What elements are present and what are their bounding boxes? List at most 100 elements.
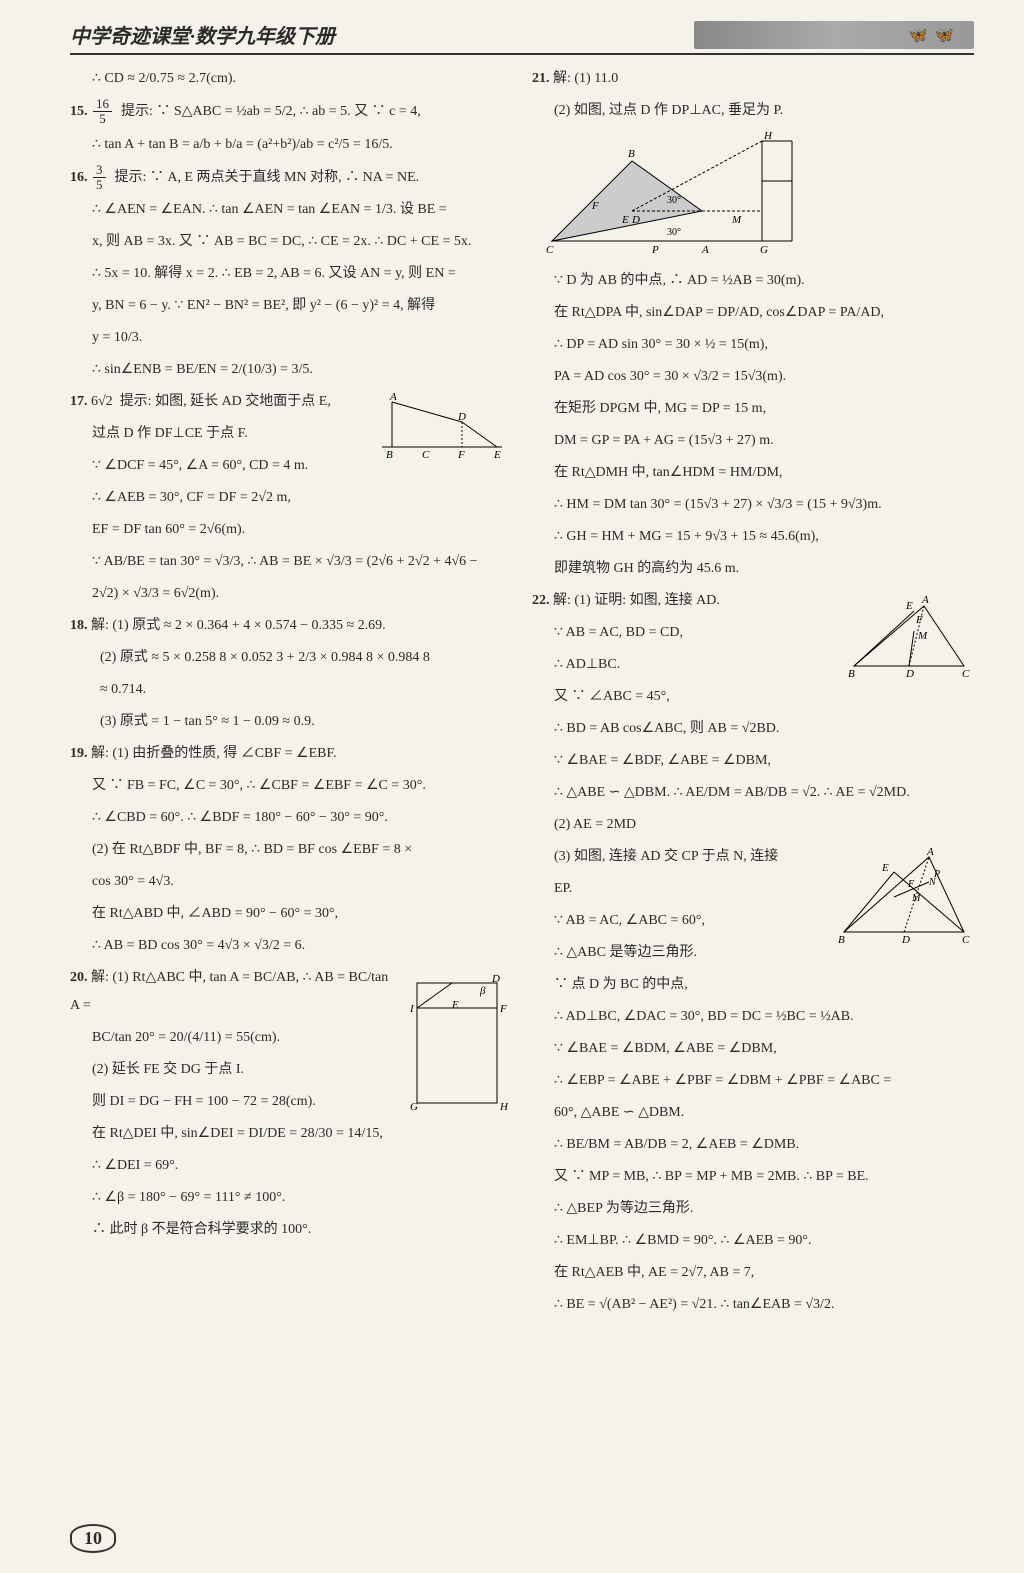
q19-l6: 在 Rt△ABD 中, ∠ABD = 90° − 60° = 30°, xyxy=(70,900,512,928)
q21-diagram: B C F E D P A G M H 30° 30° xyxy=(532,131,812,261)
q21-l9: 在 Rt△DMH 中, tan∠HDM = HM/DM, xyxy=(532,459,974,487)
svg-text:F: F xyxy=(907,879,915,890)
q20-l7: ∴ ∠β = 180° − 69° = 111° ≠ 100°. xyxy=(70,1184,512,1212)
q17-ans: 6√2 xyxy=(91,394,113,409)
svg-text:P: P xyxy=(933,869,940,880)
q22-l22: 在 Rt△AEB 中, AE = 2√7, AB = 7, xyxy=(532,1259,974,1287)
q18-l2: (2) 原式 ≈ 5 × 0.258 8 × 0.052 3 + 2/3 × 0… xyxy=(70,644,512,672)
svg-text:C: C xyxy=(422,449,430,461)
q20-l6: ∴ ∠DEI = 69°. xyxy=(70,1152,512,1180)
q16-l5: y, BN = 6 − y. ∵ EN² − BN² = BE², 即 y² −… xyxy=(70,292,512,320)
q21: 21. 解: (1) 11.0 xyxy=(532,65,974,93)
svg-text:P: P xyxy=(651,244,659,256)
svg-text:β: β xyxy=(479,985,486,997)
q20-number: 20. xyxy=(70,970,88,985)
q16-l3: x, 则 AB = 3x. 又 ∵ AB = BC = DC, ∴ CE = 2… xyxy=(70,228,512,256)
svg-text:A: A xyxy=(926,847,934,858)
q20-l1: 解: (1) Rt△ABC 中, tan A = BC/AB, ∴ AB = B… xyxy=(70,970,388,1013)
q22-l18: ∴ BE/BM = AB/DB = 2, ∠AEB = ∠DMB. xyxy=(532,1131,974,1159)
q20-diagram: D I E F G H β xyxy=(402,968,512,1118)
q22-l13: ∵ 点 D 为 BC 的中点, xyxy=(532,971,974,999)
q22-l21: ∴ EM⊥BP. ∴ ∠BMD = 90°. ∴ ∠AEB = 90°. xyxy=(532,1227,974,1255)
header-decoration: 🦋 🦋 xyxy=(694,21,974,49)
q20-l8: ∴ 此时 β 不是符合科学要求的 100°. xyxy=(70,1216,512,1244)
q21-l10: ∴ HM = DM tan 30° = (15√3 + 27) × √3/3 =… xyxy=(532,491,974,519)
svg-text:C: C xyxy=(546,244,554,256)
q15-answer: 165 xyxy=(93,97,112,127)
q18: 18. 解: (1) 原式 ≈ 2 × 0.364 + 4 × 0.574 − … xyxy=(70,612,512,640)
right-column: 21. 解: (1) 11.0 (2) 如图, 过点 D 作 DP⊥AC, 垂足… xyxy=(532,65,974,1323)
q22-l5: ∴ BD = AB cos∠ABC, 则 AB = √2BD. xyxy=(532,715,974,743)
q17-diagram: A B C D F E xyxy=(372,392,512,462)
page-number: 10 xyxy=(70,1524,116,1553)
q22-l15: ∵ ∠BAE = ∠BDM, ∠ABE = ∠DBM, xyxy=(532,1035,974,1063)
q22-l1: 解: (1) 证明: 如图, 连接 AD. xyxy=(553,593,720,608)
q22-l17: 60°, △ABE ∽ △DBM. xyxy=(532,1099,974,1127)
svg-text:C: C xyxy=(962,668,970,680)
q17-l7: 2√2) × √3/3 = 6√2(m). xyxy=(70,580,512,608)
q22-l20: ∴ △BEP 为等边三角形. xyxy=(532,1195,974,1223)
svg-text:H: H xyxy=(763,131,773,142)
q22-l6: ∵ ∠BAE = ∠BDF, ∠ABE = ∠DBM, xyxy=(532,747,974,775)
svg-text:G: G xyxy=(760,244,768,256)
q19-l1: 解: (1) 由折叠的性质, 得 ∠CBF = ∠EBF. xyxy=(91,746,337,761)
q19-l2: 又 ∵ FB = FC, ∠C = 30°, ∴ ∠CBF = ∠EBF = ∠… xyxy=(70,772,512,800)
q17-l4: ∴ ∠AEB = 30°, CF = DF = 2√2 m, xyxy=(70,484,512,512)
q21-l11: ∴ GH = HM + MG = 15 + 9√3 + 15 ≈ 45.6(m)… xyxy=(532,523,974,551)
q21-l1: 解: (1) 11.0 xyxy=(553,71,618,86)
q22-l9: A B C D E F M N P (3) 如图, 连接 AD 交 CP 于点 … xyxy=(532,843,974,871)
svg-text:F: F xyxy=(915,614,923,626)
q18-l4: (3) 原式 = 1 − tan 5° ≈ 1 − 0.09 ≈ 0.9. xyxy=(70,708,512,736)
q20-l5: 在 Rt△DEI 中, sin∠DEI = DI/DE = 28/30 = 14… xyxy=(70,1120,512,1148)
q17-l5: EF = DF tan 60° = 2√6(m). xyxy=(70,516,512,544)
q19: 19. 解: (1) 由折叠的性质, 得 ∠CBF = ∠EBF. xyxy=(70,740,512,768)
q16-l2: ∴ ∠AEN = ∠EAN. ∴ tan ∠AEN = tan ∠EAN = 1… xyxy=(70,196,512,224)
q21-diagram-wrap: B C F E D P A G M H 30° 30° xyxy=(532,131,974,261)
q22b-diagram: A B C D E F M N P xyxy=(834,847,974,947)
svg-text:30°: 30° xyxy=(667,227,681,238)
q15-number: 15. xyxy=(70,104,88,119)
q21-number: 21. xyxy=(532,71,550,86)
svg-text:D: D xyxy=(901,934,910,946)
q22-l8: (2) AE = 2MD xyxy=(532,811,974,839)
q22-l9-text: (3) 如图, 连接 AD 交 CP 于点 N, 连接 xyxy=(554,849,778,864)
svg-text:30°: 30° xyxy=(667,195,681,206)
q21-l12: 即建筑物 GH 的高约为 45.6 m. xyxy=(532,555,974,583)
svg-text:D: D xyxy=(457,411,466,423)
q15-l2: ∴ tan A + tan B = a/b + b/a = (a²+b²)/ab… xyxy=(70,131,512,159)
q22-l4: 又 ∵ ∠ABC = 45°, xyxy=(532,683,974,711)
content-columns: ∴ CD ≈ 2/0.75 ≈ 2.7(cm). 15. 165 提示: ∵ S… xyxy=(70,65,974,1323)
q22-l23: ∴ BE = √(AB² − AE²) = √21. ∴ tan∠EAB = √… xyxy=(532,1291,974,1319)
q17: A B C D F E 17. 6√2 提示: 如图, 延长 AD 交地面于点 … xyxy=(70,388,512,416)
q16-hint: 提示: ∵ A, E 两点关于直线 MN 对称, ∴ NA = NE. xyxy=(115,170,420,185)
q16-l4: ∴ 5x = 10. 解得 x = 2. ∴ EB = 2, AB = 6. 又… xyxy=(70,260,512,288)
left-column: ∴ CD ≈ 2/0.75 ≈ 2.7(cm). 15. 165 提示: ∵ S… xyxy=(70,65,512,1323)
q22-number: 22. xyxy=(532,593,550,608)
q19-l7: ∴ AB = BD cos 30° = 4√3 × √3/2 = 6. xyxy=(70,932,512,960)
q14-line: ∴ CD ≈ 2/0.75 ≈ 2.7(cm). xyxy=(70,65,512,93)
q21-l4: 在 Rt△DPA 中, sin∠DAP = DP/AD, cos∠DAP = P… xyxy=(532,299,974,327)
svg-text:B: B xyxy=(848,668,855,680)
q15: 15. 165 提示: ∵ S△ABC = ½ab = 5/2, ∴ ab = … xyxy=(70,97,512,127)
q19-l3: ∴ ∠CBD = 60°. ∴ ∠BDF = 180° − 60° − 30° … xyxy=(70,804,512,832)
svg-text:D: D xyxy=(631,214,640,226)
svg-text:E: E xyxy=(905,600,913,612)
q22: A B C D E F M 22. 解: (1) 证明: 如图, 连接 AD. xyxy=(532,587,974,615)
q18-l1: 解: (1) 原式 ≈ 2 × 0.364 + 4 × 0.574 − 0.33… xyxy=(91,618,386,633)
q21-l6: PA = AD cos 30° = 30 × √3/2 = 15√3(m). xyxy=(532,363,974,391)
q19-number: 19. xyxy=(70,746,88,761)
q22-l16: ∴ ∠EBP = ∠ABE + ∠PBF = ∠DBM + ∠PBF = ∠AB… xyxy=(532,1067,974,1095)
svg-text:F: F xyxy=(499,1003,507,1015)
svg-text:F: F xyxy=(591,200,599,212)
page-header: 中学奇迹课堂·数学九年级下册 🦋 🦋 xyxy=(70,20,974,55)
q22a-diagram: A B C D E F M xyxy=(844,591,974,681)
q16-l7: ∴ sin∠ENB = BE/EN = 2/(10/3) = 3/5. xyxy=(70,356,512,384)
q19-l4: (2) 在 Rt△BDF 中, BF = 8, ∴ BD = BF cos ∠E… xyxy=(70,836,512,864)
q21-l7: 在矩形 DPGM 中, MG = DP = 15 m, xyxy=(532,395,974,423)
book-title: 中学奇迹课堂·数学九年级下册 xyxy=(70,20,335,49)
q21-l3: ∵ D 为 AB 的中点, ∴ AD = ½AB = 30(m). xyxy=(532,267,974,295)
svg-text:H: H xyxy=(499,1101,509,1113)
svg-text:F: F xyxy=(457,449,465,461)
page: 中学奇迹课堂·数学九年级下册 🦋 🦋 ∴ CD ≈ 2/0.75 ≈ 2.7(c… xyxy=(0,0,1024,1573)
q21-l8: DM = GP = PA + AG = (15√3 + 27) m. xyxy=(532,427,974,455)
